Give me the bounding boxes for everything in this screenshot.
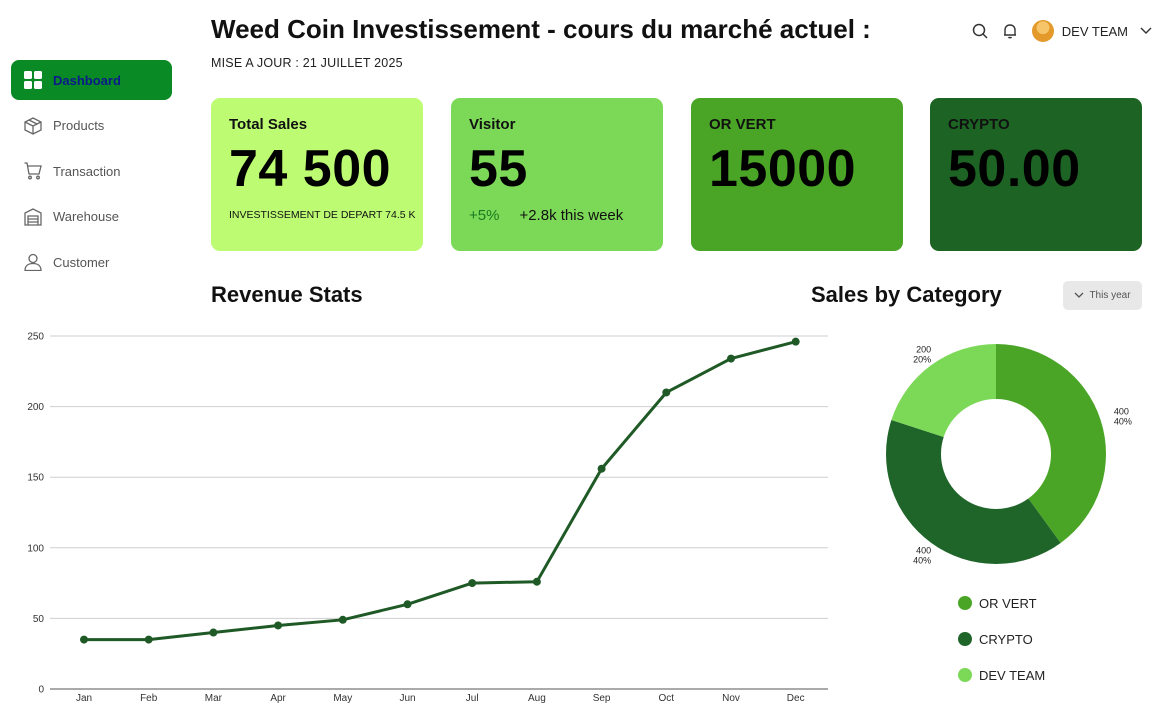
donut-slice bbox=[886, 420, 1061, 564]
bell-icon[interactable] bbox=[1000, 21, 1020, 41]
box-icon bbox=[23, 116, 43, 136]
x-tick-label: Nov bbox=[722, 693, 740, 704]
update-date: MISE A JOUR : 21 JUILLET 2025 bbox=[211, 56, 403, 70]
sidebar-item-transaction[interactable]: Transaction bbox=[11, 151, 172, 191]
data-point bbox=[791, 337, 800, 346]
revenue-line-chart: 0 50 100 150 200 250 Jan Feb Mar Apr May Jun Jul Aug S… bbox=[27, 332, 828, 704]
card-value: 15000 bbox=[709, 140, 857, 198]
slice-percent-label: 40% bbox=[913, 555, 931, 565]
card-value: 50.00 bbox=[948, 140, 1081, 198]
card-note: INVESTISSEMENT DE DEPART 74.5 K bbox=[229, 209, 416, 221]
data-point bbox=[80, 635, 88, 644]
sidebar-item-label: Products bbox=[53, 118, 105, 133]
donut-slice bbox=[996, 344, 1106, 543]
slice-value-label: 400 bbox=[1114, 407, 1129, 417]
x-tick-label: Feb bbox=[140, 693, 158, 704]
search-icon[interactable] bbox=[970, 21, 990, 41]
x-tick-label: Aug bbox=[528, 693, 546, 704]
sidebar: Dashboard Products Transaction Warehouse… bbox=[11, 60, 172, 288]
dropdown-label: This year bbox=[1089, 290, 1131, 301]
legend-label: OR VERT bbox=[979, 595, 1037, 611]
slice-value-label: 400 bbox=[916, 545, 931, 555]
x-tick-label: Apr bbox=[270, 693, 286, 704]
sidebar-item-products[interactable]: Products bbox=[11, 106, 172, 146]
page-title: Weed Coin Investissement - cours du marc… bbox=[211, 14, 871, 44]
chevron-down-icon[interactable] bbox=[1140, 22, 1152, 40]
y-tick-label: 200 bbox=[27, 402, 44, 413]
data-point bbox=[468, 579, 477, 588]
card-footer: +5% +2.8k this week bbox=[469, 207, 645, 224]
chevron-down-icon bbox=[1074, 292, 1084, 298]
legend-swatch bbox=[958, 596, 972, 610]
user-name[interactable]: DEV TEAM bbox=[1061, 23, 1128, 39]
data-point bbox=[727, 354, 735, 363]
y-tick-label: 50 bbox=[33, 614, 45, 625]
warehouse-icon bbox=[23, 207, 43, 227]
y-tick-label: 0 bbox=[38, 685, 44, 696]
card-label: CRYPTO bbox=[948, 116, 1010, 133]
revenue-series-line bbox=[84, 340, 797, 642]
sidebar-item-label: Warehouse bbox=[53, 209, 119, 224]
data-point bbox=[403, 600, 412, 609]
legend-label: DEV TEAM bbox=[979, 667, 1046, 683]
legend-label: CRYPTO bbox=[979, 631, 1033, 647]
slice-value-label: 200 bbox=[916, 345, 931, 355]
legend-item: DEV TEAM bbox=[958, 666, 1045, 684]
card-label: OR VERT bbox=[709, 116, 776, 133]
avatar[interactable] bbox=[1031, 20, 1054, 42]
sidebar-item-customer[interactable]: Customer bbox=[11, 242, 172, 282]
y-tick-label: 100 bbox=[27, 543, 44, 554]
visitor-card: Visitor 55 +5% +2.8k this week bbox=[451, 98, 663, 251]
x-tick-label: Mar bbox=[205, 693, 223, 704]
sidebar-item-warehouse[interactable]: Warehouse bbox=[11, 197, 172, 237]
card-value: 74 500 bbox=[229, 140, 392, 198]
x-tick-label: May bbox=[333, 693, 352, 704]
user-icon bbox=[23, 252, 43, 272]
dashboard-icon bbox=[23, 70, 43, 90]
card-label: Visitor bbox=[469, 116, 516, 133]
card-note: +2.8k this week bbox=[519, 207, 624, 224]
crypto-card: CRYPTO 50.00 bbox=[930, 98, 1142, 251]
category-legend: OR VERT CRYPTO DEV TEAM bbox=[958, 594, 1045, 702]
legend-item: OR VERT bbox=[958, 594, 1045, 612]
sidebar-item-label: Dashboard bbox=[53, 72, 121, 88]
card-label: Total Sales bbox=[229, 116, 308, 133]
total-sales-card: Total Sales 74 500 INVESTISSEMENT DE DEP… bbox=[211, 98, 423, 251]
data-point bbox=[338, 615, 347, 624]
legend-item: CRYPTO bbox=[958, 630, 1045, 648]
period-dropdown[interactable]: This year bbox=[1063, 281, 1142, 310]
y-tick-label: 250 bbox=[27, 332, 44, 343]
slice-percent-label: 20% bbox=[913, 355, 931, 365]
x-tick-label: Sep bbox=[593, 693, 611, 704]
sidebar-item-label: Customer bbox=[53, 254, 110, 270]
data-point bbox=[597, 464, 606, 473]
legend-swatch bbox=[958, 632, 972, 646]
data-point bbox=[209, 628, 218, 637]
x-tick-label: Jun bbox=[399, 693, 415, 704]
data-point bbox=[532, 577, 541, 586]
card-value: 55 bbox=[469, 140, 528, 198]
change-badge: +5% bbox=[469, 207, 500, 224]
or-vert-card: OR VERT 15000 bbox=[691, 98, 903, 251]
x-tick-label: Dec bbox=[787, 693, 805, 704]
cart-icon bbox=[23, 161, 43, 181]
sidebar-item-label: Transaction bbox=[53, 163, 121, 179]
x-tick-label: Jul bbox=[466, 693, 479, 704]
donut-slice bbox=[891, 344, 996, 438]
revenue-title: Revenue Stats bbox=[211, 282, 363, 307]
y-tick-label: 150 bbox=[27, 473, 44, 484]
sidebar-item-dashboard[interactable]: Dashboard bbox=[11, 60, 172, 100]
x-tick-label: Jan bbox=[76, 693, 92, 704]
top-bar: DEV TEAM bbox=[970, 18, 1152, 44]
slice-percent-label: 40% bbox=[1114, 417, 1132, 427]
data-point bbox=[144, 635, 153, 644]
x-tick-label: Oct bbox=[659, 693, 675, 704]
category-title: Sales by Category bbox=[811, 282, 1002, 307]
legend-swatch bbox=[958, 668, 972, 682]
data-point bbox=[274, 621, 283, 630]
data-point bbox=[662, 388, 671, 397]
